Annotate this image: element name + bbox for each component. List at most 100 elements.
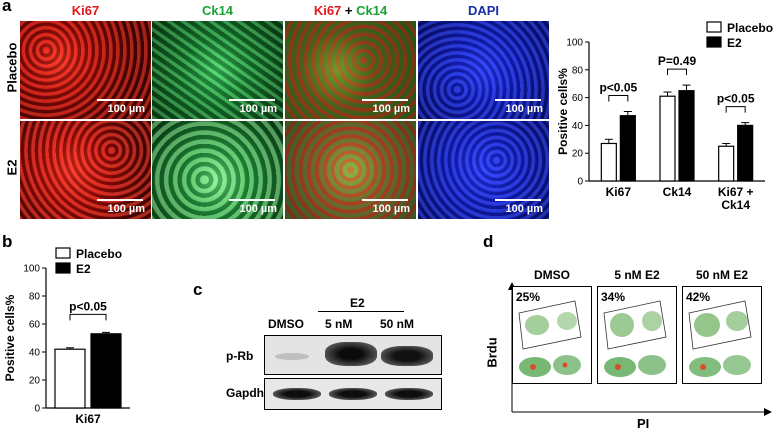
scale-bar xyxy=(495,99,541,101)
blot-label-gapdh: Gapdh xyxy=(226,386,264,400)
merge-label-plus: + xyxy=(341,3,357,18)
scale-bar-label: 100 µm xyxy=(505,103,543,115)
scale-bar xyxy=(362,99,408,101)
legend-swatch-e2 xyxy=(55,262,71,274)
flow-scatter-5nm xyxy=(603,300,667,377)
band-50nm xyxy=(381,346,433,366)
panel-a-letter: a xyxy=(2,0,12,15)
band-5nm xyxy=(325,342,377,366)
bar-e2 xyxy=(619,115,636,182)
flow-plot-5nm xyxy=(597,286,677,384)
micrograph-placebo-dapi: 100 µm xyxy=(418,21,549,119)
legend-label-placebo: Placebo xyxy=(727,21,773,35)
y-tick-label: 80 xyxy=(572,65,584,76)
bar-chart-panel-a: 0 20 40 60 80 100 Positive cells% p<0.05 Ki67 P=0… xyxy=(556,21,773,212)
band-gapdh-2 xyxy=(329,388,377,400)
flow-y-label: Brdu xyxy=(484,337,500,368)
blot-image-prb xyxy=(264,335,442,375)
merge-label-ck14: Ck14 xyxy=(356,3,388,18)
lane-label-5nm: 5 nM xyxy=(325,317,353,331)
flow-title-5nm: 5 nM E2 xyxy=(614,268,660,282)
significance-label: p<0.05 xyxy=(69,299,107,313)
row-label-e2: E2 xyxy=(4,159,20,176)
flow-x-label: PI xyxy=(637,416,650,431)
row-label-placebo: Placebo xyxy=(4,42,20,93)
y-tick-label: 80 xyxy=(29,292,41,303)
flow-plot-dmso xyxy=(512,286,592,384)
x-tick-label: Ki67 xyxy=(75,412,101,426)
micrograph-e2-dapi: 100 µm xyxy=(418,121,549,219)
scale-bar-label: 100 µm xyxy=(372,203,410,215)
scale-bar xyxy=(495,199,541,201)
gate-dmso xyxy=(518,300,582,350)
significance-label: p<0.05 xyxy=(717,92,755,106)
legend-swatch-placebo xyxy=(706,21,722,33)
blot-image-gapdh xyxy=(264,378,442,410)
micrograph-e2-merge: 100 µm xyxy=(285,121,416,219)
significance-label: p<0.05 xyxy=(599,81,637,95)
flow-scatter-dmso xyxy=(518,300,582,377)
gate-5nm xyxy=(603,300,667,350)
y-axis-label: Positive cells% xyxy=(556,68,570,155)
y-tick-label: 20 xyxy=(572,149,584,160)
scale-bar-label: 100 µm xyxy=(239,103,277,115)
lane-label-50nm: 50 nM xyxy=(380,317,415,331)
flow-pct-dmso: 25% xyxy=(516,290,541,304)
scale-bar xyxy=(97,99,143,101)
flow-plot-50nm xyxy=(682,286,762,384)
flow-scatter-50nm xyxy=(688,300,752,377)
col-header-ck14: Ck14 xyxy=(201,3,234,18)
scale-bar xyxy=(229,199,275,201)
micrograph-e2-ki67: 100 µm xyxy=(20,121,151,219)
gate-50nm xyxy=(688,300,752,350)
significance-bracket xyxy=(69,313,107,321)
bar-placebo xyxy=(600,142,617,182)
col-header-merge: Ki67 + Ck14 xyxy=(285,3,416,18)
scale-bar-label: 100 µm xyxy=(372,103,410,115)
y-tick-label: 100 xyxy=(566,38,583,49)
y-tick-label: 60 xyxy=(572,93,584,104)
micrograph-placebo-ck14: 100 µm xyxy=(152,21,283,119)
x-tick-label: Ck14 xyxy=(721,198,750,212)
x-tick-label: Ki67 + xyxy=(718,185,754,199)
legend-label-e2: E2 xyxy=(76,262,91,276)
legend-label-placebo: Placebo xyxy=(76,247,122,261)
blot-label-prb: p-Rb xyxy=(226,349,254,363)
scale-bar xyxy=(362,199,408,201)
legend-swatch-placebo xyxy=(55,247,71,259)
micrograph-placebo-ki67: 100 µm xyxy=(20,21,151,119)
significance-bracket xyxy=(608,95,629,102)
bar-e2 xyxy=(737,124,754,182)
bar-placebo xyxy=(659,95,676,182)
scale-bar xyxy=(97,199,143,201)
blot-group-label: E2 xyxy=(350,296,365,310)
bar-placebo xyxy=(718,145,735,182)
scale-bar-label: 100 µm xyxy=(107,203,145,215)
y-tick-label: 0 xyxy=(577,177,583,188)
bar-e2 xyxy=(678,90,695,182)
legend-label-e2: E2 xyxy=(727,36,742,50)
micrograph-e2-ck14: 100 µm xyxy=(152,121,283,219)
y-tick-label: 60 xyxy=(29,320,41,331)
panel-b-letter: b xyxy=(2,232,13,251)
panel-c-letter: c xyxy=(193,280,203,299)
scale-bar xyxy=(229,99,275,101)
scale-bar-label: 100 µm xyxy=(107,103,145,115)
band-gapdh-1 xyxy=(273,388,321,400)
bar-chart-panel-b: 0 20 40 60 80 100 Positive cells% p<0.05 Ki67 Pla… xyxy=(3,247,130,426)
flow-title-dmso: DMSO xyxy=(534,268,570,282)
y-tick-label: 0 xyxy=(34,404,40,415)
merge-label-ki67: Ki67 xyxy=(313,3,342,18)
significance-bracket xyxy=(667,68,687,76)
flow-x-arrow xyxy=(764,408,772,416)
col-header-ki67: Ki67 xyxy=(71,3,100,18)
col-header-dapi: DAPI xyxy=(467,3,500,18)
significance-label: P=0.49 xyxy=(658,54,697,68)
flow-pct-50nm: 42% xyxy=(686,290,711,304)
scale-bar-label: 100 µm xyxy=(239,203,277,215)
flow-title-50nm: 50 nM E2 xyxy=(695,268,749,282)
x-tick-label: Ki67 xyxy=(606,185,632,199)
bar-e2 xyxy=(90,333,122,409)
flow-pct-5nm: 34% xyxy=(601,290,626,304)
band-dmso xyxy=(275,353,309,360)
